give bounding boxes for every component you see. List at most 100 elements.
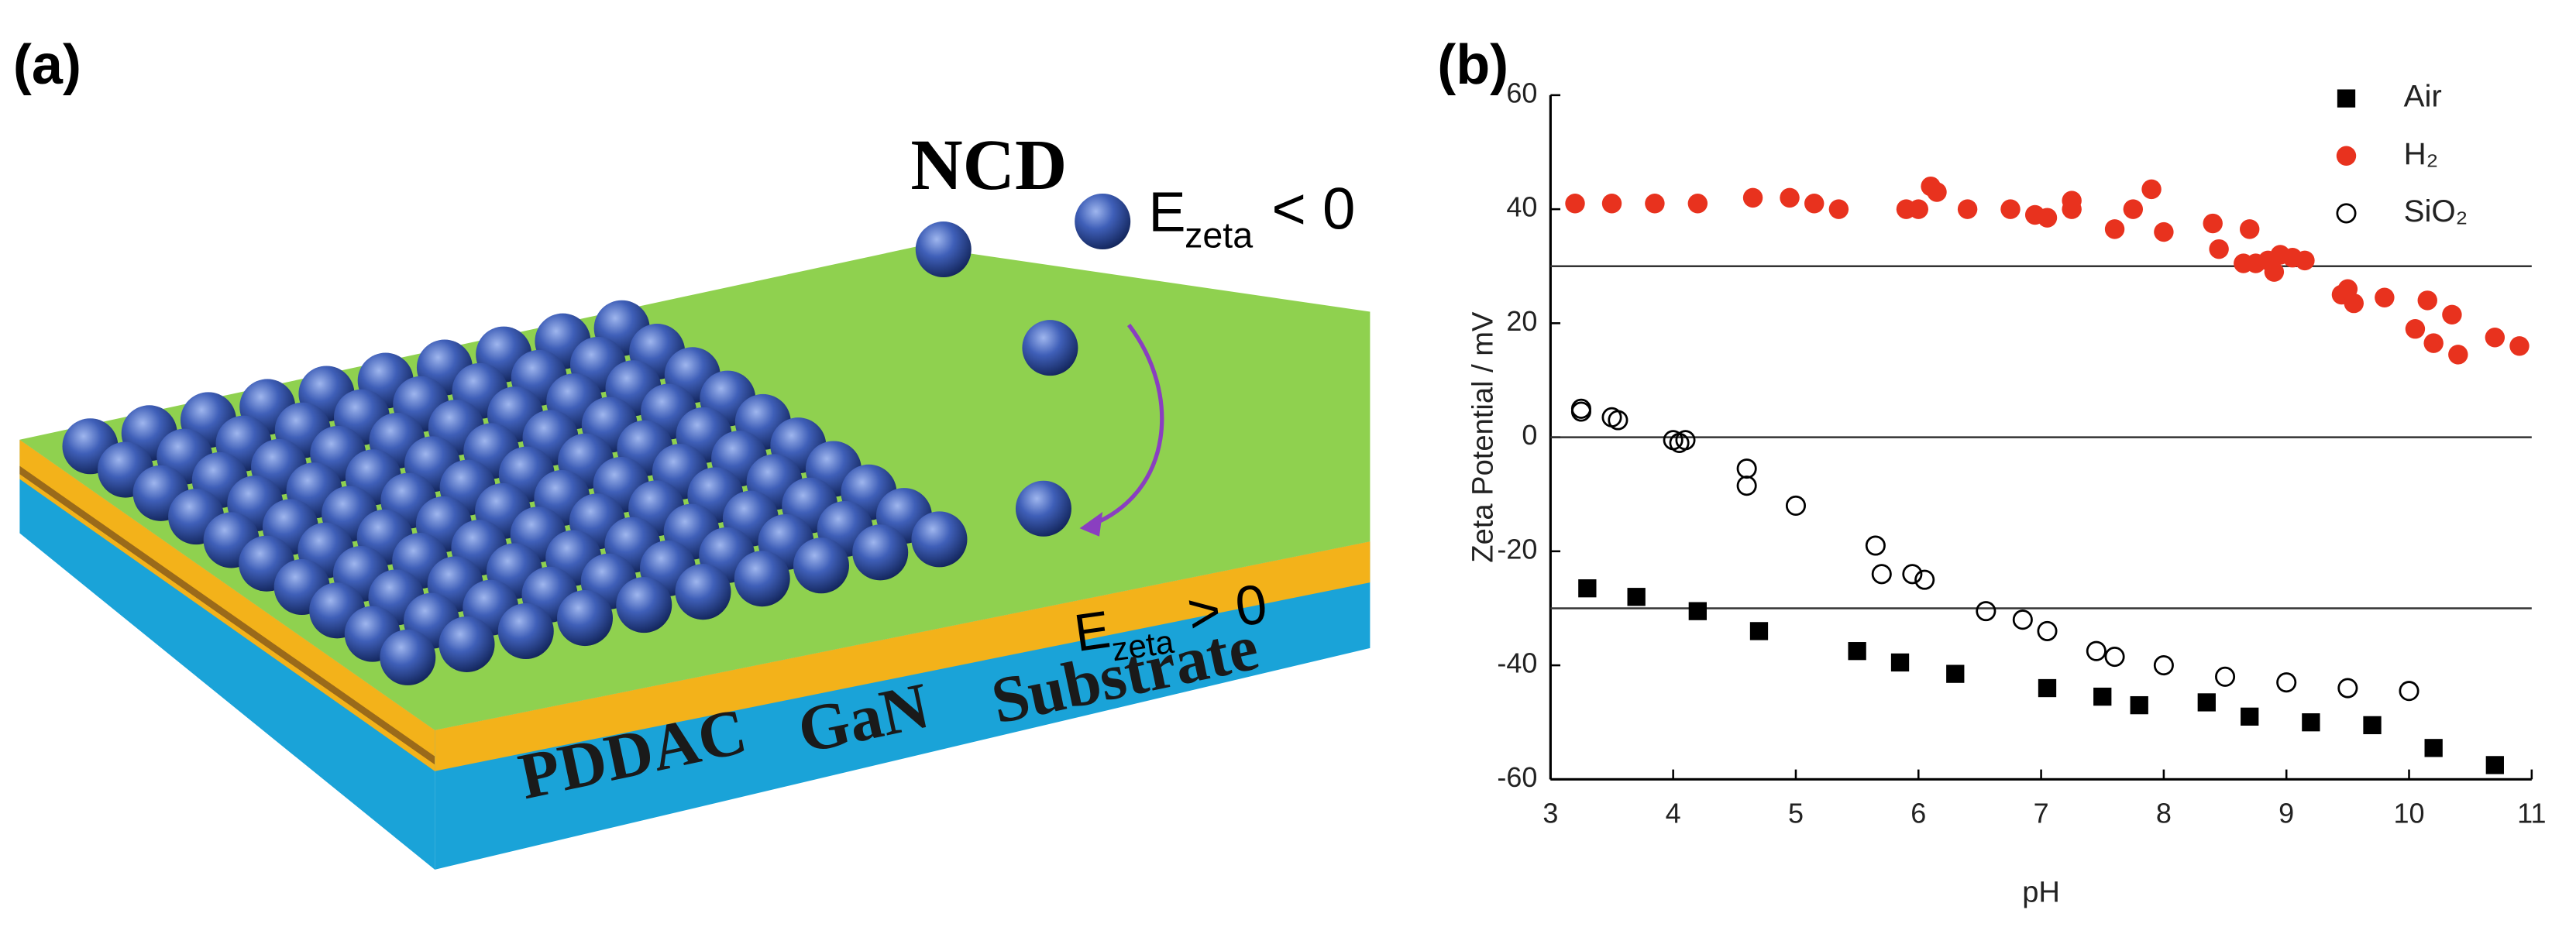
point xyxy=(2037,208,2058,228)
nanodiamond xyxy=(911,511,968,568)
nanodiamond xyxy=(852,524,909,581)
point xyxy=(2417,290,2437,311)
relation: > 0 xyxy=(1184,573,1271,645)
point xyxy=(1927,182,1947,202)
point xyxy=(1908,199,1928,219)
x-tick-label: 9 xyxy=(2279,797,2294,829)
point xyxy=(2123,199,2144,219)
legend-label: Air xyxy=(2404,79,2442,114)
y-axis-label: Zeta Potential / mV xyxy=(1467,311,1500,563)
x-tick-label: 11 xyxy=(2517,797,2546,829)
legend-marker xyxy=(2337,89,2356,108)
point xyxy=(2448,345,2468,365)
particle-zeta: E zeta < 0 xyxy=(1148,177,1355,256)
x-tick-label: 7 xyxy=(2034,797,2049,829)
point xyxy=(1914,569,1935,590)
point xyxy=(1570,401,1591,422)
chart: -60 -40 -20 0 20 40 60 3 4 5 6 7 8 9 10 11 pH Zeta Potent… xyxy=(1467,77,2547,908)
point xyxy=(1848,642,1866,661)
point xyxy=(2062,191,2082,211)
point xyxy=(1804,194,1825,214)
y-tick-label: 40 xyxy=(1506,191,1537,223)
y-tick-label: 0 xyxy=(1522,419,1537,451)
point xyxy=(1736,476,1757,496)
arrow xyxy=(1090,323,1164,527)
point xyxy=(2485,328,2505,348)
legend-marker xyxy=(2336,203,2357,224)
x-tick-label: 4 xyxy=(1666,797,1681,829)
nanodiamond-array xyxy=(62,300,968,685)
point xyxy=(1742,187,1763,208)
point xyxy=(1865,535,1886,556)
nanodiamond xyxy=(793,537,849,594)
nanodiamond xyxy=(380,629,436,685)
point xyxy=(2423,333,2444,353)
subscript: zeta xyxy=(1185,215,1253,256)
x-tick-label: 3 xyxy=(1543,797,1558,829)
x-tick-label: 8 xyxy=(2156,797,2172,829)
point xyxy=(1687,194,1708,214)
legend-label: SiO₂ xyxy=(2404,194,2468,228)
point xyxy=(2302,713,2320,732)
point xyxy=(1675,430,1696,451)
subscript: zeta xyxy=(1109,623,1176,668)
point xyxy=(2276,672,2297,693)
x-tick-label: 5 xyxy=(1788,797,1804,829)
point xyxy=(2038,678,2057,698)
point xyxy=(1785,495,1806,516)
point xyxy=(1608,410,1628,431)
point xyxy=(2405,319,2426,339)
front-gan xyxy=(435,541,1371,771)
surface-zeta: E zeta > 0 xyxy=(1071,573,1271,668)
point xyxy=(2000,199,2021,219)
point xyxy=(2104,219,2125,239)
point xyxy=(2485,756,2504,774)
point xyxy=(1957,199,1978,219)
point xyxy=(2399,681,2420,702)
nanodiamond xyxy=(734,551,790,607)
nanodiamond xyxy=(497,603,554,660)
point xyxy=(1578,579,1597,598)
particle-label: NCD xyxy=(910,125,1067,205)
point xyxy=(2086,640,2107,661)
point xyxy=(1780,187,1800,208)
symbol: E xyxy=(1071,600,1113,663)
point xyxy=(2424,739,2443,757)
point xyxy=(1736,458,1757,479)
point xyxy=(2442,304,2462,325)
point xyxy=(1601,194,1622,214)
arrow-head xyxy=(1079,511,1103,537)
x-tick-label: 10 xyxy=(2393,797,2424,829)
left-pddac xyxy=(19,465,435,765)
nanodiamond xyxy=(1075,193,1131,250)
point xyxy=(2241,707,2259,726)
point xyxy=(1871,564,1892,585)
nanodiamond xyxy=(675,564,731,620)
point xyxy=(2215,666,2236,687)
y-tick-label: -20 xyxy=(1497,533,1537,565)
point xyxy=(2130,695,2148,715)
point xyxy=(2141,179,2162,200)
nanodiamond xyxy=(1022,320,1078,376)
panel-label: (a) xyxy=(13,34,81,96)
y-tick-label: 60 xyxy=(1506,77,1537,108)
point xyxy=(1645,194,1665,214)
point xyxy=(2375,287,2395,307)
point xyxy=(2363,716,2382,735)
point xyxy=(2509,336,2530,356)
point xyxy=(2209,239,2229,259)
point xyxy=(2093,687,2112,706)
point xyxy=(2344,293,2364,314)
panel-label: (b) xyxy=(1437,34,1508,96)
nanodiamond xyxy=(915,221,972,278)
point xyxy=(1902,564,1923,585)
legend-marker xyxy=(2336,146,2357,166)
point xyxy=(1627,588,1646,606)
x-axis-label: pH xyxy=(2022,876,2060,909)
point xyxy=(2264,262,2285,282)
point xyxy=(2295,250,2315,271)
symbol: E xyxy=(1148,182,1185,244)
point xyxy=(1828,199,1849,219)
point xyxy=(2240,219,2260,239)
